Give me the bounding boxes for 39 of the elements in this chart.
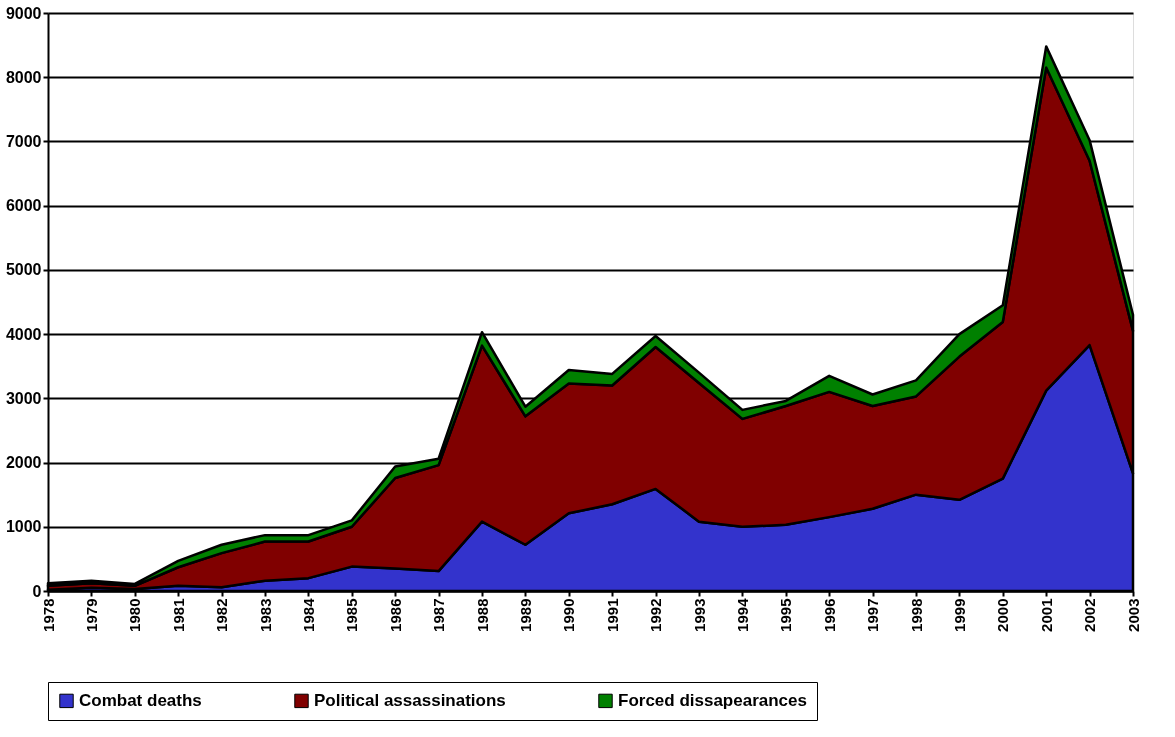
x-tick-label: 1981 bbox=[169, 598, 187, 632]
x-tick-label: 1993 bbox=[690, 598, 708, 632]
legend-label: Political assassinations bbox=[314, 690, 506, 710]
y-tick-label: 0 bbox=[32, 582, 42, 600]
x-tick-label: 1989 bbox=[516, 598, 534, 632]
x-tick-label: 1996 bbox=[820, 598, 838, 632]
x-tick-label: 1990 bbox=[560, 598, 578, 632]
legend-label: Combat deaths bbox=[79, 690, 202, 710]
x-tick-label: 1998 bbox=[907, 598, 925, 632]
x-tick-label: 1991 bbox=[603, 598, 621, 632]
y-tick-label: 4000 bbox=[5, 325, 42, 343]
y-tick-label: 1000 bbox=[5, 518, 42, 536]
x-tick-label: 1982 bbox=[213, 598, 231, 632]
x-tick-label: 1987 bbox=[430, 598, 448, 632]
x-tick-label: 1992 bbox=[647, 598, 665, 632]
x-tick-label: 2002 bbox=[1081, 598, 1099, 632]
x-tick-label: 2000 bbox=[994, 598, 1012, 632]
y-tick-label: 5000 bbox=[5, 261, 42, 279]
x-tick-label: 1979 bbox=[82, 598, 100, 632]
y-tick-label: 7000 bbox=[5, 132, 42, 150]
x-tick-label: 2001 bbox=[1037, 598, 1055, 632]
y-tick-label: 2000 bbox=[5, 454, 42, 472]
x-tick-label: 1994 bbox=[733, 597, 751, 632]
x-tick-label: 1999 bbox=[950, 598, 968, 632]
x-tick-label: 1983 bbox=[256, 598, 274, 632]
y-tick-label: 8000 bbox=[5, 68, 42, 86]
x-tick-label: 1980 bbox=[126, 598, 144, 632]
x-tick-label: 1978 bbox=[39, 598, 57, 632]
x-tick-label: 1985 bbox=[343, 598, 361, 632]
x-tick-label: 1986 bbox=[386, 598, 404, 632]
x-tick-label: 1988 bbox=[473, 598, 491, 632]
legend-label: Forced dissapearances bbox=[618, 690, 807, 710]
y-tick-label: 9000 bbox=[5, 4, 42, 22]
x-tick-label: 1984 bbox=[299, 597, 317, 632]
x-tick-label: 2003 bbox=[1124, 598, 1142, 632]
x-tick-label: 1995 bbox=[777, 598, 795, 632]
y-tick-label: 3000 bbox=[5, 389, 42, 407]
y-tick-label: 6000 bbox=[5, 197, 42, 215]
x-tick-label: 1997 bbox=[864, 598, 882, 632]
